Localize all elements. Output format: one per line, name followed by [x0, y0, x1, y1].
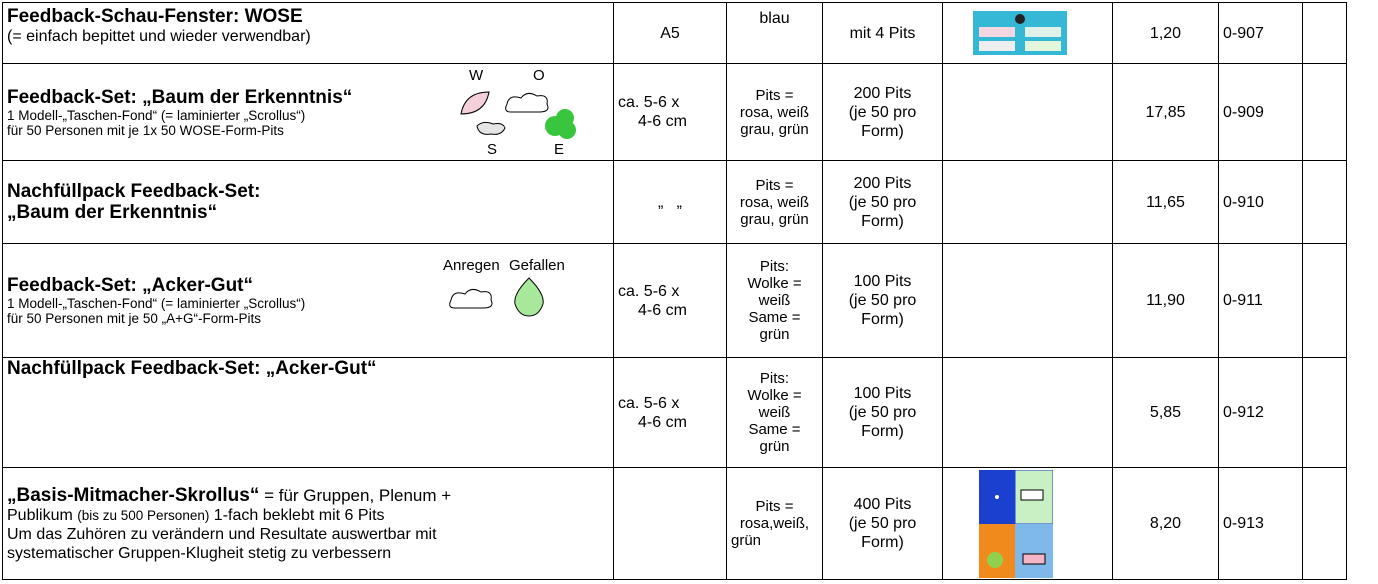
row: Nachfüllpack Feedback-Set: „Acker-Gut“ c…	[2, 357, 1347, 468]
icon-label: S	[487, 141, 498, 158]
code: 0-913	[1223, 515, 1264, 532]
colors: blau	[759, 10, 790, 27]
details: Um das Zuhören zu verändern und Resultat…	[7, 525, 437, 543]
title: Feedback-Set: „Acker-Gut“	[7, 275, 254, 296]
pits: 200 Pits	[853, 174, 912, 192]
code: 0-912	[1223, 404, 1264, 421]
size: „ „	[658, 193, 682, 211]
size: 4-6 cm	[638, 113, 687, 130]
size: ca. 5-6 x	[618, 94, 680, 111]
colors: Wolke =	[747, 275, 802, 292]
colors: grün	[759, 438, 790, 455]
details: 1 Modell-„Taschen-Fond“ (= laminierter „…	[7, 107, 306, 123]
colors: Pits:	[759, 370, 790, 387]
product-image	[979, 470, 1053, 578]
colors: rosa, weiß	[739, 103, 810, 121]
row: Feedback-Set: „Baum der Erkenntnis“ 1 Mod…	[2, 63, 1347, 161]
title: „Basis-Mitmacher-Skrollus“	[7, 484, 260, 506]
colors: Pits =	[755, 176, 794, 194]
pits: 200 Pits	[853, 84, 912, 102]
row: Feedback-Set: „Acker-Gut“ 1 Modell-„Tasch…	[2, 243, 1347, 358]
details: für 50 Personen mit je 50 „A+G“-Form-Pit…	[7, 311, 261, 326]
row: Nachfüllpack Feedback-Set: „Baum der Erke…	[2, 160, 1347, 244]
title: Feedback-Schau-Fenster: WOSE	[7, 6, 303, 27]
row: „Basis-Mitmacher-Skrollus“ = für Gruppen…	[2, 467, 1347, 580]
price: 17,85	[1145, 103, 1186, 121]
icon-label: W	[469, 67, 484, 84]
size: ca. 5-6 x	[618, 394, 680, 412]
pits: Form)	[861, 311, 904, 328]
title: Nachfüllpack Feedback-Set:	[7, 181, 261, 202]
colors: rosa, weiß	[739, 193, 810, 211]
product-image	[973, 11, 1067, 55]
price: 8,20	[1149, 515, 1182, 532]
title: Nachfüllpack Feedback-Set: „Acker-Gut“	[7, 358, 377, 379]
pits: (je 50 pro	[848, 515, 917, 532]
pits: mit 4 Pits	[849, 24, 916, 42]
pits: Form)	[861, 423, 904, 440]
colors: Pits =	[755, 498, 794, 515]
colors: grün	[731, 532, 762, 549]
colors: weiß	[758, 404, 791, 421]
icon-label: E	[554, 141, 565, 158]
colors: Same =	[748, 309, 801, 326]
pits: (je 50 pro	[848, 103, 917, 121]
colors: Wolke =	[747, 387, 802, 404]
details: systematischer Gruppen-Klugheit stetig z…	[7, 544, 392, 562]
pits: (je 50 pro	[848, 404, 917, 421]
price: 5,85	[1149, 404, 1182, 421]
pits: 400 Pits	[853, 496, 912, 513]
size: 4-6 cm	[638, 301, 687, 319]
details: 1-fach beklebt mit 6 Pits	[209, 506, 385, 524]
details: = für Gruppen, Plenum +	[259, 485, 452, 505]
pits: (je 50 pro	[848, 292, 917, 309]
colors: Same =	[748, 421, 801, 438]
code: 0-910	[1223, 193, 1264, 211]
colors: grün	[759, 326, 790, 343]
title: Feedback-Set: „Baum der Erkenntnis“	[7, 86, 353, 108]
price: 1,20	[1149, 24, 1182, 42]
price-table: Feedback-Schau-Fenster: WOSE (= einfach b…	[2, 2, 1347, 580]
details: (bis zu 500 Personen)	[77, 507, 210, 523]
code: 0-909	[1223, 103, 1264, 121]
icon-label: Gefallen	[509, 257, 565, 274]
code: 0-911	[1223, 292, 1263, 309]
size: A5	[660, 24, 680, 42]
colors: grau, grün	[740, 210, 809, 228]
price: 11,90	[1146, 292, 1185, 309]
details: für 50 Personen mit je 1x 50 WOSE-Form-P…	[7, 122, 284, 138]
icon-label: Anregen	[443, 257, 500, 274]
code: 0-907	[1223, 24, 1264, 42]
pits: 100 Pits	[853, 385, 912, 402]
colors: Pits =	[755, 86, 794, 104]
row: Feedback-Schau-Fenster: WOSE (= einfach b…	[2, 2, 1347, 64]
pits: Form)	[861, 534, 904, 551]
colors: weiß	[758, 292, 791, 309]
title: „Baum der Erkenntnis“	[7, 202, 218, 223]
icons	[460, 91, 576, 139]
pits: 100 Pits	[853, 273, 912, 290]
details: 1 Modell-„Taschen-Fond“ (= laminierter „…	[7, 296, 306, 311]
price: 11,65	[1146, 193, 1185, 211]
size: ca. 5-6 x	[618, 282, 680, 300]
pits: Form)	[861, 212, 904, 230]
pits: (je 50 pro	[848, 193, 917, 211]
icon-label: O	[533, 67, 545, 84]
details: (= einfach bepittet und wieder verwendba…	[7, 28, 311, 45]
colors: grau, grün	[740, 120, 809, 138]
icons	[449, 277, 544, 317]
colors: rosa,weiß,	[739, 515, 810, 532]
colors: Pits:	[759, 258, 790, 275]
pits: Form)	[861, 122, 904, 140]
details: Publikum	[7, 506, 73, 524]
size: 4-6 cm	[638, 413, 687, 431]
